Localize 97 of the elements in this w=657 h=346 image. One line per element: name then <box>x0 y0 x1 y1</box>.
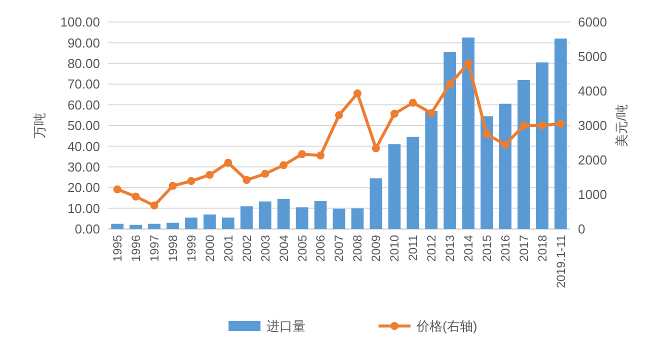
y2-tick-label: 1000 <box>578 187 607 202</box>
point <box>168 182 177 190</box>
bar <box>185 218 198 229</box>
point <box>113 185 122 194</box>
x-tick-label: 2011 <box>406 234 420 261</box>
point <box>482 130 491 138</box>
point <box>187 177 196 186</box>
point <box>538 122 546 130</box>
y2-tick-label: 6000 <box>578 14 607 30</box>
point <box>224 158 232 167</box>
y-axis-title: 万吨 <box>32 112 47 138</box>
x-tick-label: 2010 <box>388 234 402 262</box>
bar <box>388 144 401 229</box>
x-tick-label: 1995 <box>110 234 125 262</box>
x-tick-label: 2007 <box>332 234 346 262</box>
point <box>520 122 528 130</box>
y-tick-label: 20.00 <box>67 180 100 196</box>
x-tick-label: 2006 <box>314 234 328 262</box>
bar <box>277 198 290 229</box>
x-tick-label: 1997 <box>147 234 162 262</box>
bar <box>314 201 327 229</box>
x-tick-label: 2000 <box>202 234 217 262</box>
point <box>280 161 288 170</box>
point <box>132 192 140 201</box>
bar <box>518 80 530 229</box>
y-tick-label: 90.00 <box>67 35 100 50</box>
y-tick-label: 0.00 <box>74 222 100 237</box>
x-tick-label: 1999 <box>184 234 198 262</box>
bar <box>166 222 179 229</box>
y-tick-label: 30.00 <box>67 159 100 174</box>
x-tick-label: 2008 <box>350 234 365 262</box>
y2-tick-label: 0 <box>578 222 586 237</box>
y2-tick-label: 5000 <box>578 49 607 64</box>
bar <box>536 62 548 229</box>
y-tick-label: 50.00 <box>67 118 100 134</box>
bar <box>332 208 346 229</box>
x-tick-label: 2002 <box>240 234 254 262</box>
x-tick-label: 1996 <box>129 234 143 262</box>
bar <box>480 116 493 229</box>
bar <box>296 207 308 229</box>
bar <box>130 224 142 229</box>
bar <box>444 52 456 229</box>
point <box>446 80 454 88</box>
point <box>556 120 565 128</box>
x-tick-label: 2003 <box>258 234 272 262</box>
legend-label: 进口量 <box>266 318 306 334</box>
y-tick-label: 80.00 <box>67 56 100 71</box>
point <box>335 111 343 120</box>
y2-tick-label: 2000 <box>578 152 607 168</box>
bar <box>499 104 512 229</box>
x-tick-label: 2017 <box>516 234 531 262</box>
x-tick-label: 2005 <box>295 234 310 262</box>
bar <box>406 136 420 229</box>
point <box>390 110 398 118</box>
x-tick-label: 2014 <box>462 234 476 262</box>
bar <box>204 214 216 229</box>
point <box>408 98 417 107</box>
point <box>501 140 510 149</box>
y-tick-label: 40.00 <box>67 138 100 154</box>
point <box>372 144 380 152</box>
x-tick-label: 2018 <box>535 234 550 262</box>
point <box>298 150 306 158</box>
y-tick-label: 100.00 <box>60 14 100 30</box>
point <box>261 170 270 178</box>
point <box>150 202 158 210</box>
legend-label: 价格(右轴) <box>416 318 478 334</box>
x-tick-label: 2012 <box>424 234 439 262</box>
bar <box>258 201 272 229</box>
x-tick-label: 2019.1-11 <box>554 234 568 288</box>
bar <box>462 38 474 229</box>
y2-tick-label: 3000 <box>578 118 607 134</box>
point <box>242 176 251 184</box>
y-tick-label: 70.00 <box>67 76 100 92</box>
y2-tick-label: 4000 <box>578 84 607 99</box>
bar <box>554 38 567 229</box>
y-tick-label: 60.00 <box>67 97 100 112</box>
bar <box>222 218 234 229</box>
bar <box>148 224 160 229</box>
x-tick-label: 2013 <box>443 234 458 262</box>
bar <box>240 206 253 229</box>
bar <box>425 111 438 229</box>
point <box>206 170 214 179</box>
point <box>427 109 436 118</box>
point <box>464 59 472 68</box>
bar <box>111 224 124 229</box>
x-tick-label: 2009 <box>369 234 384 262</box>
x-tick-label: 2015 <box>480 234 494 262</box>
x-tick-label: 2016 <box>498 234 512 262</box>
bar <box>351 208 364 229</box>
y2-axis-title: 美元/吨 <box>614 104 629 147</box>
x-tick-label: 1998 <box>166 234 180 262</box>
point <box>316 152 325 160</box>
bar <box>370 178 382 229</box>
point <box>353 89 362 98</box>
x-tick-label: 2004 <box>276 234 291 262</box>
x-tick-label: 2001 <box>221 234 236 262</box>
y-tick-label: 10.00 <box>67 200 100 216</box>
